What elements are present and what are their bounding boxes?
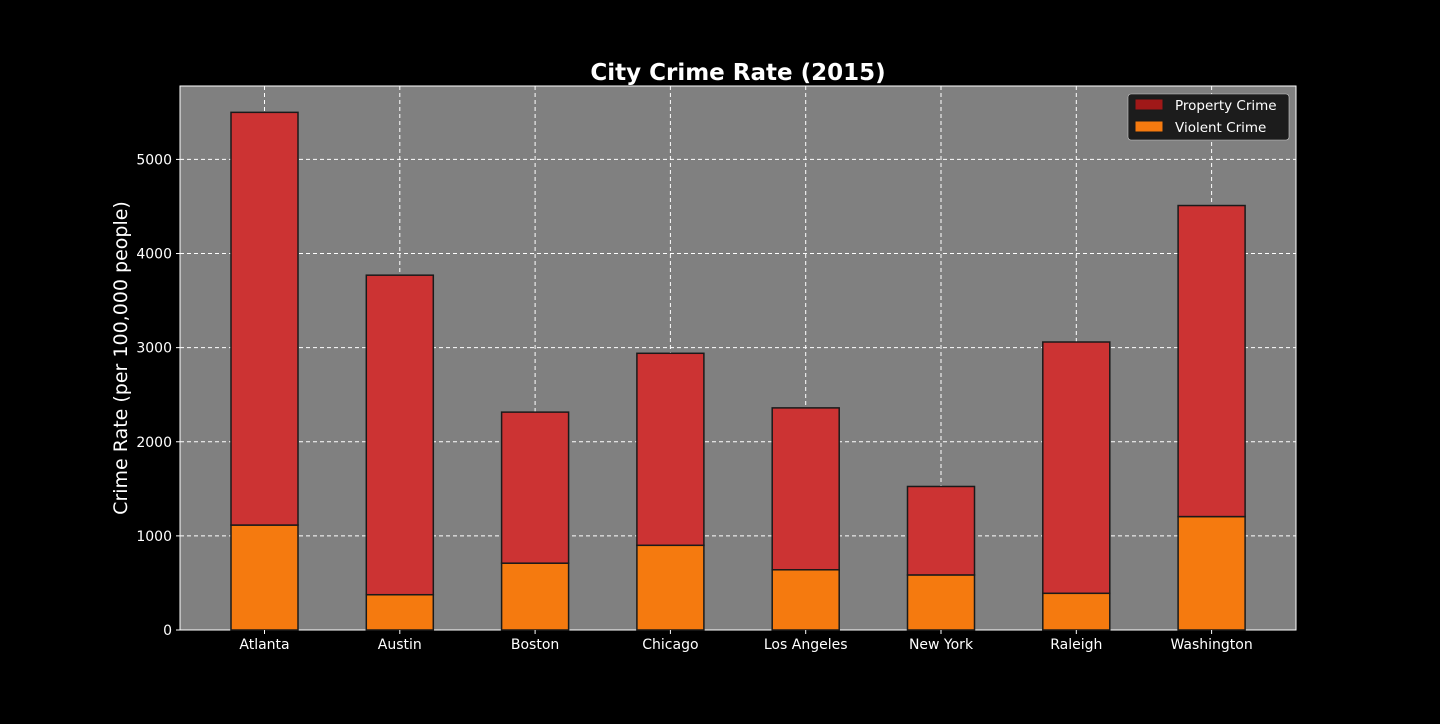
x-tick-label: Austin bbox=[378, 637, 422, 653]
bar-violent-crime bbox=[230, 524, 299, 631]
chart-title: City Crime Rate (2015) bbox=[590, 60, 885, 86]
x-tick-label: Washington bbox=[1170, 637, 1252, 653]
y-tick-label: 4000 bbox=[136, 247, 172, 263]
bar-violent-crime bbox=[1042, 592, 1111, 631]
y-tick-label: 1000 bbox=[136, 529, 172, 545]
y-tick-label: 0 bbox=[163, 623, 172, 639]
y-axis-ticks: 0 1000 2000 3000 4000 5000 bbox=[136, 152, 180, 639]
bar-violent-crime bbox=[500, 562, 570, 631]
x-tick-label: Los Angeles bbox=[764, 637, 848, 653]
bar-property-crime bbox=[500, 411, 570, 564]
legend-swatch-property-crime bbox=[1134, 98, 1164, 111]
y-tick-label: 3000 bbox=[136, 341, 172, 357]
bar-property-crime bbox=[230, 111, 299, 526]
x-tick-label: Raleigh bbox=[1050, 637, 1102, 653]
x-tick-label: Chicago bbox=[642, 637, 698, 653]
bar-property-crime bbox=[906, 485, 976, 576]
x-tick-label: Boston bbox=[511, 637, 559, 653]
plot-area bbox=[179, 85, 1297, 631]
bar-property-crime bbox=[771, 407, 840, 571]
x-tick-label: Atlanta bbox=[239, 637, 289, 653]
y-tick-label: 5000 bbox=[136, 152, 172, 168]
bar-violent-crime bbox=[906, 574, 976, 631]
legend-label-violent-crime: Violent Crime bbox=[1175, 120, 1266, 136]
x-axis-ticks: Atlanta Austin Boston Chicago Los Angeles New… bbox=[239, 630, 1253, 653]
bar-property-crime bbox=[1177, 204, 1246, 518]
bars-layer bbox=[230, 111, 1246, 631]
bar-property-crime bbox=[636, 352, 705, 547]
bar-violent-crime bbox=[771, 569, 840, 631]
bar-property-crime bbox=[1042, 341, 1111, 595]
legend-box bbox=[1127, 93, 1290, 141]
y-axis-label: Crime Rate (per 100,000 people) bbox=[110, 201, 132, 515]
bar-property-crime bbox=[365, 274, 435, 596]
bar-violent-crime bbox=[1177, 515, 1246, 631]
bar-violent-crime bbox=[365, 593, 435, 631]
legend-swatch-violent-crime bbox=[1134, 120, 1164, 133]
y-tick-label: 2000 bbox=[136, 435, 172, 451]
legend: Property Crime Violent Crime bbox=[1127, 93, 1290, 141]
bar-violent-crime bbox=[636, 544, 705, 631]
legend-label-property-crime: Property Crime bbox=[1175, 98, 1277, 114]
x-tick-label: New York bbox=[909, 637, 974, 653]
